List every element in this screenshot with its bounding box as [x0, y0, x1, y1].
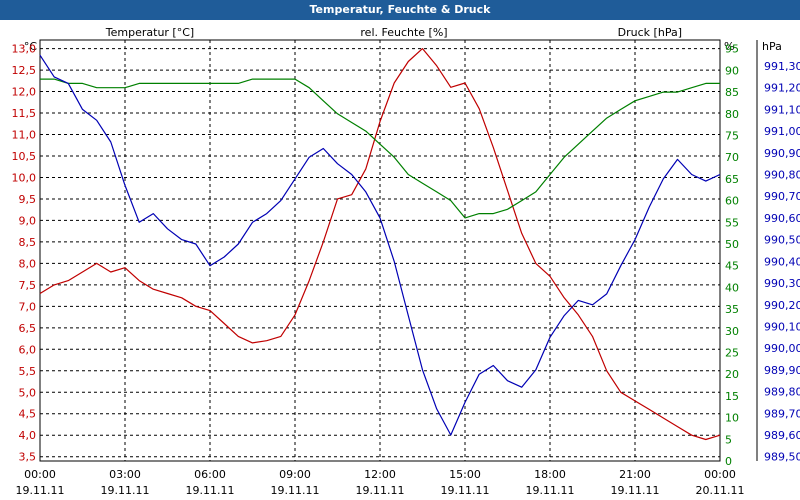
pressure-series-label: Druck [hPa] — [618, 26, 682, 39]
humidity-tick-label: 70 — [725, 151, 739, 164]
pressure-tick-label: 991,10 — [764, 103, 800, 116]
temperature-tick-label: 5,5 — [19, 365, 37, 378]
date-tick-label: 19.11.11 — [271, 484, 320, 497]
pressure-tick-label: 990,30 — [764, 277, 800, 290]
pressure-axis-unit: hPa — [762, 40, 782, 53]
pressure-tick-label: 989,60 — [764, 429, 800, 442]
temperature-tick-label: 11,0 — [12, 129, 37, 142]
pressure-tick-label: 990,60 — [764, 212, 800, 225]
chart-canvas: Temperatur [°C] rel. Feuchte [%] Druck [… — [12, 26, 800, 497]
time-tick-label: 00:00 — [704, 468, 736, 481]
humidity-tick-label: 50 — [725, 238, 739, 251]
humidity-tick-label: 30 — [725, 325, 739, 338]
time-tick-label: 18:00 — [534, 468, 566, 481]
temperature-tick-label: 8,5 — [19, 236, 37, 249]
temperature-tick-label: 9,0 — [19, 214, 37, 227]
date-tick-label: 19.11.11 — [186, 484, 235, 497]
humidity-series-label: rel. Feuchte [%] — [360, 26, 447, 39]
pressure-tick-label: 989,80 — [764, 386, 800, 399]
pressure-tick-label: 991,00 — [764, 125, 800, 138]
humidity-tick-label: 90 — [725, 64, 739, 77]
temperature-tick-label: 6,5 — [19, 322, 37, 335]
humidity-tick-label: 0 — [725, 455, 732, 468]
temperature-series-label: Temperatur [°C] — [105, 26, 194, 39]
chart-title-bar: Temperatur, Feuchte & Druck — [0, 0, 800, 20]
humidity-tick-label: 40 — [725, 281, 739, 294]
temperature-tick-label: 10,0 — [12, 171, 37, 184]
time-tick-label: 15:00 — [449, 468, 481, 481]
humidity-tick-label: 95 — [725, 43, 739, 56]
temperature-axis-ticks: 13,0 12,5 12,0 11,5 11,0 10,5 10,0 9,5 9,0 8,5 8,0… — [12, 43, 37, 464]
pressure-tick-label: 989,70 — [764, 407, 800, 420]
time-tick-label: 09:00 — [279, 468, 311, 481]
humidity-line — [40, 78, 720, 219]
temperature-tick-label: 4,5 — [19, 408, 37, 421]
pressure-tick-label: 990,70 — [764, 190, 800, 203]
humidity-tick-label: 80 — [725, 108, 739, 121]
time-tick-label: 06:00 — [194, 468, 226, 481]
humidity-tick-label: 85 — [725, 86, 739, 99]
time-tick-label: 21:00 — [619, 468, 651, 481]
pressure-tick-label: 989,50 — [764, 451, 800, 464]
pressure-tick-label: 990,20 — [764, 299, 800, 312]
temperature-tick-label: 7,0 — [19, 300, 37, 313]
humidity-tick-label: 60 — [725, 195, 739, 208]
pressure-tick-label: 991,20 — [764, 82, 800, 95]
humidity-tick-label: 65 — [725, 173, 739, 186]
humidity-axis-unit: % — [724, 40, 734, 53]
temperature-tick-label: 6,0 — [19, 343, 37, 356]
pressure-tick-label: 990,90 — [764, 147, 800, 160]
pressure-axis-ticks: 991,30 991,20 991,10 991,00 990,90 990,80 990,… — [764, 60, 800, 464]
pressure-line — [39, 54, 721, 436]
temperature-tick-label: 4,0 — [19, 429, 37, 442]
temperature-tick-label: 13,0 — [12, 43, 37, 56]
temperature-tick-label: 12,0 — [12, 86, 37, 99]
time-tick-label: 12:00 — [364, 468, 396, 481]
humidity-tick-label: 10 — [725, 412, 739, 425]
time-tick-label: 00:00 — [24, 468, 56, 481]
temperature-tick-label: 11,5 — [12, 107, 37, 120]
temperature-axis-unit: °C — [24, 40, 38, 53]
pressure-tick-label: 991,30 — [764, 60, 800, 73]
humidity-tick-label: 55 — [725, 216, 739, 229]
date-tick-label: 20.11.11 — [696, 484, 745, 497]
pressure-tick-label: 990,10 — [764, 320, 800, 333]
pressure-tick-label: 990,40 — [764, 255, 800, 268]
date-tick-label: 19.11.11 — [441, 484, 490, 497]
pressure-tick-label: 990,50 — [764, 234, 800, 247]
pressure-tick-label: 990,80 — [764, 169, 800, 182]
humidity-tick-label: 5 — [725, 433, 732, 446]
date-tick-label: 19.11.11 — [101, 484, 150, 497]
date-tick-label: 19.11.11 — [16, 484, 65, 497]
humidity-tick-label: 25 — [725, 346, 739, 359]
temperature-tick-label: 8,0 — [19, 257, 37, 270]
temperature-tick-label: 3,5 — [19, 451, 37, 464]
date-tick-label: 19.11.11 — [526, 484, 575, 497]
temperature-line — [39, 48, 721, 441]
humidity-tick-label: 20 — [725, 368, 739, 381]
series-lines — [39, 48, 721, 441]
grid-lines — [40, 40, 720, 461]
date-tick-label: 19.11.11 — [356, 484, 405, 497]
temperature-tick-label: 7,5 — [19, 279, 37, 292]
temperature-tick-label: 12,5 — [12, 64, 37, 77]
humidity-tick-label: 45 — [725, 260, 739, 273]
temperature-tick-label: 10,5 — [12, 150, 37, 163]
temperature-tick-label: 9,5 — [19, 193, 37, 206]
humidity-tick-label: 15 — [725, 390, 739, 403]
humidity-tick-label: 75 — [725, 129, 739, 142]
date-tick-label: 19.11.11 — [611, 484, 660, 497]
time-axis-ticks: 00:00 19.11.11 03:00 19.11.11 06:00 19.11.11 0… — [16, 468, 745, 497]
pressure-tick-label: 989,90 — [764, 364, 800, 377]
humidity-tick-label: 35 — [725, 303, 739, 316]
temperature-tick-label: 5,0 — [19, 386, 37, 399]
time-tick-label: 03:00 — [109, 468, 141, 481]
pressure-tick-label: 990,00 — [764, 342, 800, 355]
